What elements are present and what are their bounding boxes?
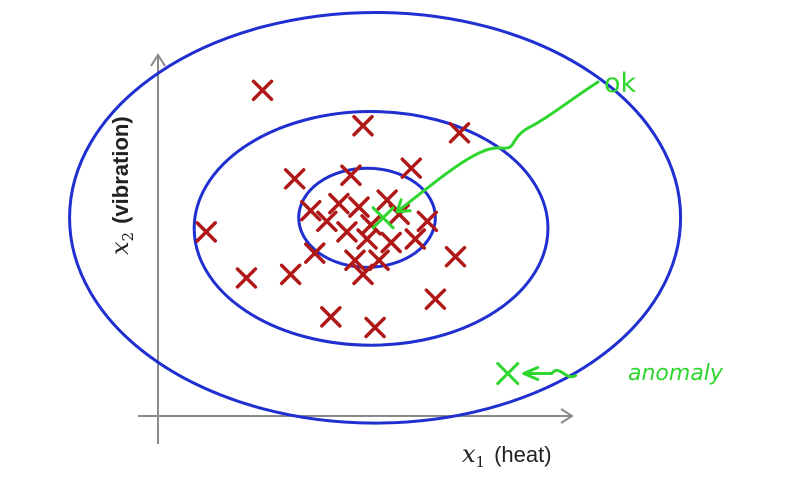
data-point	[352, 263, 374, 286]
data-point	[424, 288, 447, 310]
data-point	[320, 306, 342, 328]
data-point	[380, 231, 402, 254]
data-point	[356, 228, 378, 250]
annotations	[395, 80, 600, 382]
data-point	[336, 221, 358, 243]
contour-1	[297, 166, 437, 269]
data-point	[283, 168, 306, 190]
ok-arrowhead	[395, 198, 412, 214]
data-point	[416, 210, 439, 233]
highlighted-points	[371, 206, 520, 386]
data-point	[348, 196, 370, 218]
anomaly-arrow	[522, 366, 578, 382]
data-point	[279, 263, 302, 286]
data-point	[316, 210, 338, 233]
x-axis-arrowhead	[560, 408, 574, 424]
ok-annotation-label: ok	[604, 68, 637, 99]
data-point	[235, 267, 258, 289]
data-point	[352, 114, 374, 137]
data-point	[344, 249, 366, 271]
data-point	[404, 228, 427, 250]
ok-point	[371, 206, 395, 230]
data-point	[251, 79, 274, 102]
data-point	[364, 316, 386, 339]
y-axis-var: x	[106, 241, 134, 255]
contour-3	[68, 10, 683, 425]
data-point	[444, 245, 467, 268]
y-axis-label: x2 (vibration)	[106, 116, 137, 255]
data-point	[340, 164, 362, 187]
data-point	[304, 242, 326, 264]
gaussian-contours	[68, 10, 683, 425]
anomaly-point	[496, 362, 520, 386]
data-point	[328, 192, 350, 215]
x-axis-text: (heat)	[494, 442, 551, 467]
data-point	[300, 199, 322, 222]
y-axis-text: (vibration)	[108, 116, 133, 224]
ok-arrow	[395, 80, 600, 214]
data-point	[195, 221, 217, 243]
data-point	[400, 157, 423, 179]
anomaly-annotation-label: anomaly	[628, 361, 724, 386]
data-point	[448, 122, 471, 144]
y-axis-sub: 2	[119, 232, 137, 242]
normal-points	[195, 79, 471, 339]
x-axis-sub: 1	[476, 453, 486, 471]
contour-2	[192, 110, 550, 347]
x-axis-label: x1 (heat)	[462, 440, 552, 471]
y-axis-arrowhead	[150, 53, 166, 67]
x-axis-var: x	[462, 440, 476, 468]
